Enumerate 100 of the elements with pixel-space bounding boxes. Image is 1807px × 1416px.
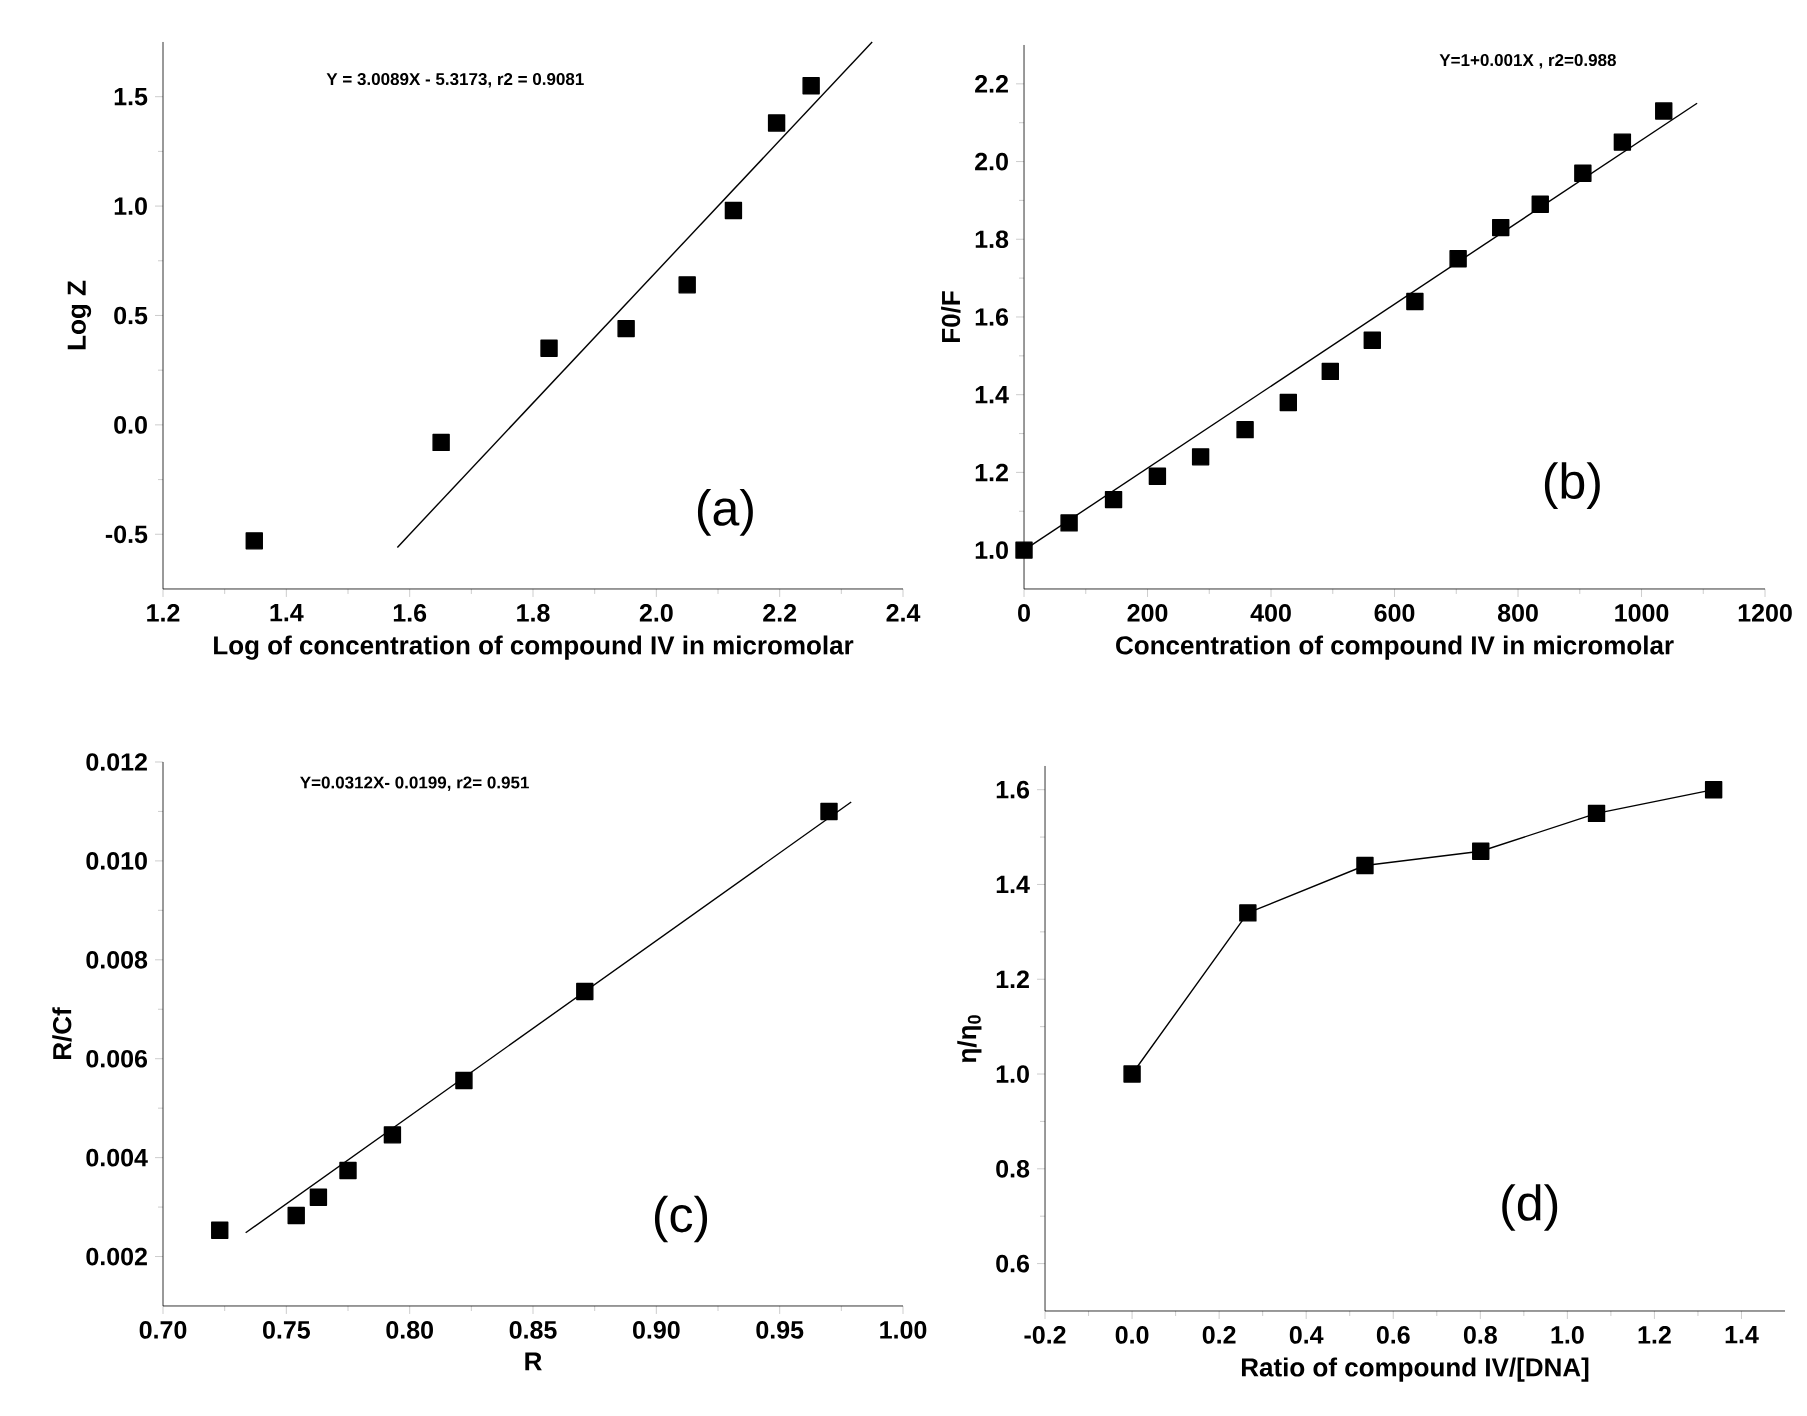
point [287,1206,305,1225]
point [802,77,820,95]
y-axis-title: η/η$_{0}$ [957,1015,982,1063]
x-tick-label: 1000 [1615,604,1669,622]
x-tick-label: 1.2 [147,604,180,622]
y-axis-title: R/Cf [52,1007,72,1059]
y-tick-label: 0.006 [86,1049,148,1068]
x-tick-label: 0.4 [1289,1326,1324,1344]
point [1321,362,1339,381]
y-axis-title: F0/F [941,291,961,342]
x-tick-label: 1.0 [1551,1326,1584,1344]
annotation: (d) [1502,1184,1558,1231]
point [576,982,594,1001]
x-tick-label: 2.2 [763,604,797,622]
y-tick-label: 1.6 [975,308,1009,326]
annotation: Y=0.0312X- 0.0199, r2= 0.951 [300,776,529,791]
point [1704,780,1723,799]
point [1531,195,1549,213]
point [1104,490,1123,509]
y-tick-label: 0.002 [86,1247,147,1266]
x-axis-title: Log of concentration of compound IV in micromolar [214,635,854,660]
point [1492,218,1510,237]
point [1449,249,1467,268]
point [1191,448,1210,466]
x-tick-label: 1.4 [270,604,304,622]
y-tick-label: 0.5 [114,306,148,325]
annotation: (c) [654,1195,708,1243]
point [211,1221,229,1240]
x-tick-label: 1.4 [1725,1326,1759,1344]
y-tick-label: 0.6 [996,1254,1030,1273]
x-tick-label: 1200 [1738,604,1792,622]
point [1574,164,1592,182]
y-tick-label: 2.2 [975,75,1008,93]
point [309,1188,328,1206]
x-tick-label: 0.0 [1115,1326,1149,1344]
y-tick-label: 1.4 [996,875,1030,894]
point [724,201,743,220]
y-axis-title: Log Z [67,280,92,350]
x-tick-label: 200 [1127,604,1168,622]
x-tick-label: 1.2 [1638,1326,1671,1344]
x-tick-label: 0.80 [386,1321,433,1339]
y-tick-label: 0.0 [114,416,147,434]
x-axis-title: Ratio of compound IV/[DNA] [1241,1357,1589,1382]
point [820,802,838,821]
x-tick-label: 0.75 [263,1321,310,1339]
point [1587,804,1606,823]
annotation: Y=1+0.001X , r2=0.988 [1439,54,1616,69]
point [432,433,450,452]
x-tick-label: 0 [1018,604,1030,622]
point [1060,514,1078,532]
annotation: (b) [1544,462,1600,509]
y-tick-label: 1.8 [975,230,1009,249]
x-tick-label: 600 [1374,604,1415,622]
y-tick-label: 1.0 [114,197,147,215]
point [1239,904,1257,922]
x-tick-label: 0.90 [633,1321,680,1339]
y-tick-label: 0.008 [86,950,148,969]
y-tick-label: 0.8 [996,1159,1030,1178]
x-tick-label: 0.6 [1376,1326,1410,1344]
x-axis-title: R [525,1352,542,1371]
x-tick-label: 0.2 [1202,1326,1236,1344]
x-tick-label: -0.2 [1024,1326,1066,1344]
y-tick-label: 0.010 [86,852,147,870]
point [767,114,786,132]
point [1236,420,1254,439]
x-tick-label: 2.4 [886,604,921,622]
y-tick-label: 1.2 [996,970,1029,988]
y-tick-label: 0.004 [86,1148,148,1167]
annotation: (a) [697,489,753,536]
point [1148,467,1167,485]
point [339,1161,357,1180]
y-tick-label: 1.5 [114,87,148,106]
point [1613,133,1632,151]
point [1123,1065,1141,1083]
x-tick-label: 1.8 [517,604,550,622]
y-tick-label: 1.0 [975,541,1008,559]
point [678,276,696,294]
y-tick-label: -0.5 [105,525,148,544]
x-tick-label: 0.95 [756,1321,804,1339]
x-tick-label: 800 [1497,604,1538,622]
x-tick-label: 0.85 [509,1321,557,1339]
point [455,1071,473,1090]
y-tick-label: 1.0 [996,1065,1029,1083]
point [540,339,558,357]
x-axis-title: Concentration of compound IV in micromolar [1116,635,1674,660]
point [1279,393,1298,412]
y-tick-label: 0.012 [86,753,147,771]
y-tick-label: 1.4 [975,386,1009,404]
point [383,1126,402,1144]
point [1015,541,1033,559]
point [1406,292,1424,311]
point [1363,331,1381,349]
point [1655,102,1673,120]
x-tick-label: 2.0 [639,604,673,622]
y-tick-label: 1.6 [996,780,1030,799]
y-tick-label: 2.0 [975,152,1008,171]
y-tick-label: 1.2 [975,463,1008,482]
x-tick-label: 400 [1250,604,1291,622]
point [1472,842,1490,860]
x-tick-label: 1.6 [393,604,427,622]
